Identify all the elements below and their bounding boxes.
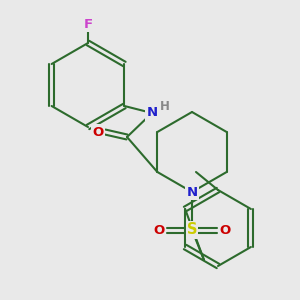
Text: O: O (153, 224, 165, 236)
Text: N: N (146, 106, 158, 119)
Text: O: O (219, 224, 231, 236)
Text: H: H (160, 100, 170, 113)
Text: N: N (186, 185, 198, 199)
Text: S: S (187, 223, 197, 238)
Text: O: O (92, 125, 104, 139)
Text: F: F (83, 17, 93, 31)
